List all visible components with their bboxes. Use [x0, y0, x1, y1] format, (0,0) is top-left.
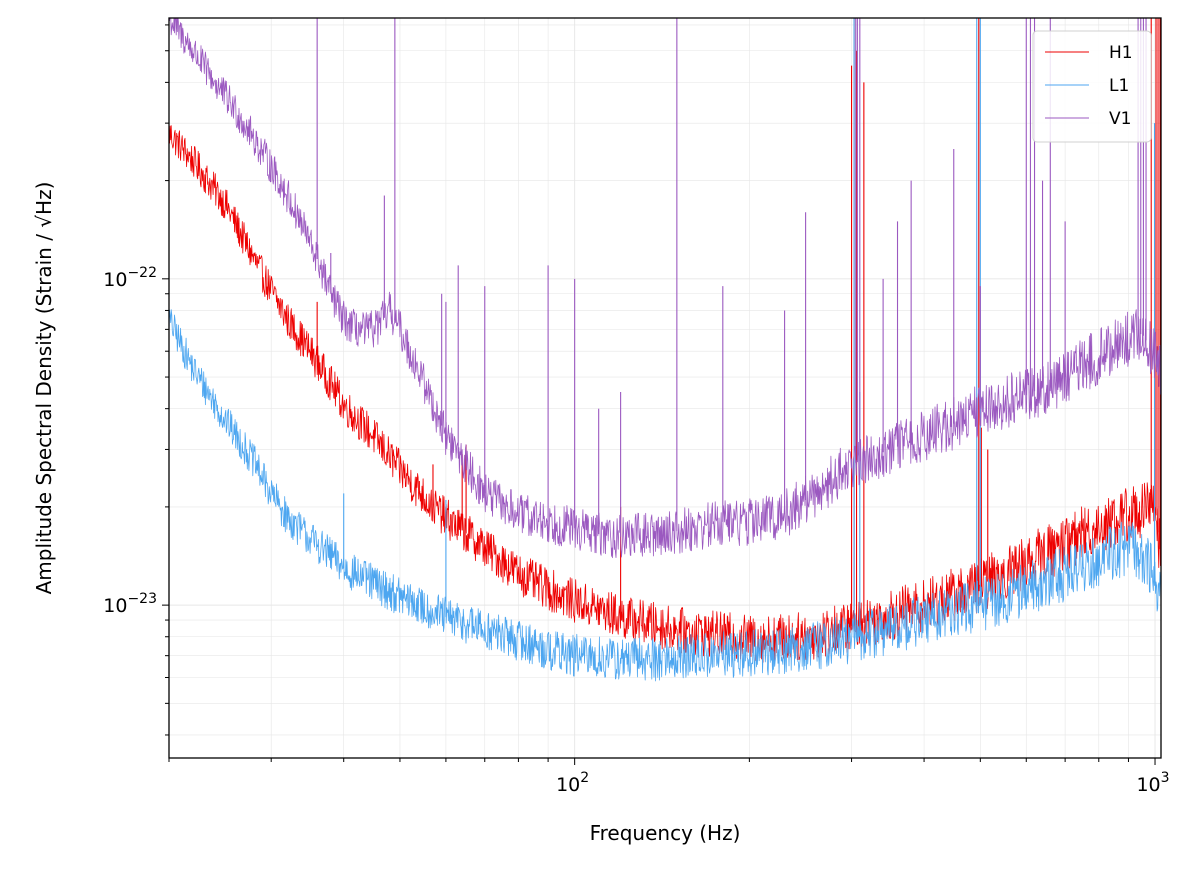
- plot-frame: [168, 17, 1162, 759]
- x-tick-label: 102: [556, 770, 589, 796]
- series-line-l1: [169, 309, 1161, 682]
- x-axis-label: Frequency (Hz): [590, 821, 741, 845]
- legend-label-h1: H1: [1109, 43, 1133, 63]
- legend-label-v1: V1: [1109, 109, 1131, 129]
- legend-box: [1032, 30, 1152, 143]
- y-tick-label: 10−23: [103, 591, 157, 617]
- ticks: 102 103 10−23 10−22: [103, 24, 1170, 796]
- y-tick-label: 10−22: [103, 265, 157, 291]
- series-group: [169, 18, 1161, 682]
- y-axis-label: Amplitude Spectral Density (Strain / √Hz…: [32, 182, 56, 595]
- x-tick-label: 103: [1136, 770, 1169, 796]
- series-line-v1: [169, 18, 1161, 559]
- legend-label-l1: L1: [1109, 76, 1129, 96]
- legend: H1 L1 V1: [1032, 30, 1152, 143]
